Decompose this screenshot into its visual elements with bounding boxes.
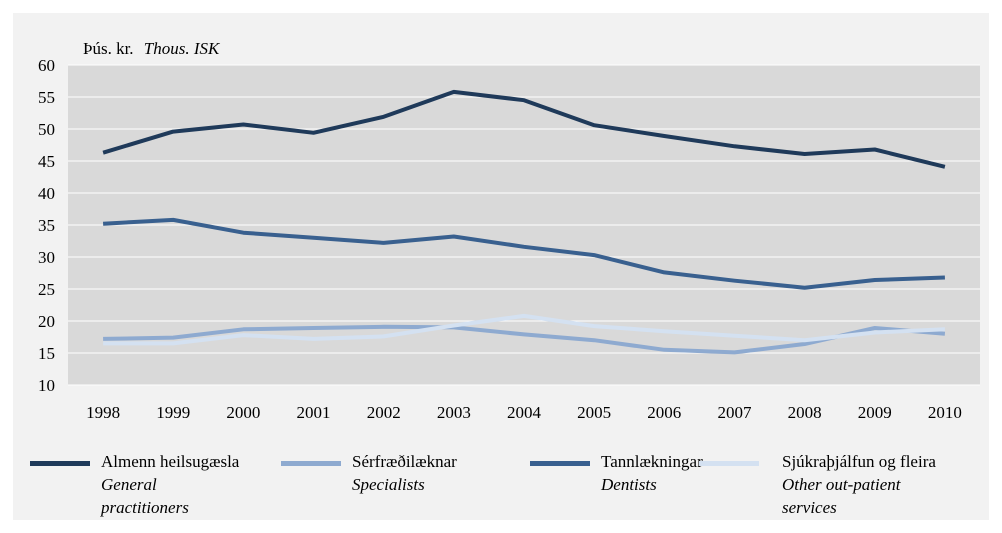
y-axis-unit-en: Thous. ISK (143, 39, 220, 58)
chart-frame: Þús. kr. Thous. ISK 10 15 20 25 30 35 40 45 50 55… (13, 13, 989, 520)
legend-label-is: Tannlækningar (601, 452, 703, 471)
y-tick-label: 20 (38, 312, 55, 331)
x-tick-label: 2005 (577, 403, 611, 422)
x-tick-label: 2003 (437, 403, 471, 422)
y-axis-unit-label: Þús. kr. Thous. ISK (83, 39, 219, 59)
legend-swatch (699, 461, 759, 466)
series-line-3 (103, 313, 945, 346)
x-tick-label: 2004 (507, 403, 542, 422)
x-tick-label: 1999 (156, 403, 190, 422)
legend-label-is: Sjúkraþjálfun og fleira (782, 452, 936, 471)
legend-swatch (530, 461, 590, 466)
x-tick-label: 2001 (297, 403, 331, 422)
x-tick-label: 2006 (647, 403, 681, 422)
x-tick-label: 2002 (367, 403, 401, 422)
series-line-2 (102, 217, 945, 290)
y-tick-label: 25 (38, 280, 55, 299)
legend-label-en: Other out-patient services (782, 475, 901, 517)
y-tick-label: 50 (38, 120, 55, 139)
x-tick-label: 2007 (717, 403, 752, 422)
x-tick-label: 2009 (858, 403, 892, 422)
y-tick-label: 45 (38, 152, 55, 171)
x-tick-label: 2008 (788, 403, 822, 422)
x-tick-label: 2000 (226, 403, 260, 422)
legend-label-en: Dentists (601, 475, 657, 494)
x-tick-label: 1998 (86, 403, 120, 422)
y-tick-label: 15 (38, 344, 55, 363)
y-tick-label: 60 (38, 56, 55, 75)
legend-swatch (30, 461, 90, 466)
y-tick-label: 10 (38, 376, 55, 395)
y-tick-label: 55 (38, 88, 55, 107)
y-tick-label: 35 (38, 216, 55, 235)
legend-label-en: General practitioners (101, 475, 189, 517)
legend-label-is: Sérfræðilæknar (352, 452, 457, 471)
y-tick-label: 40 (38, 184, 55, 203)
series-line-1 (103, 324, 946, 355)
legend-label-is: Almenn heilsugæsla (101, 452, 240, 471)
x-tick-label: 2010 (928, 403, 962, 422)
legend-label-en: Specialists (352, 475, 425, 494)
line-chart: 10 15 20 25 30 35 40 45 50 55 60 1998 1999 2000 2001 20… (38, 56, 980, 422)
legend-swatch (281, 461, 341, 466)
y-axis-unit-is: Þús. kr. (83, 39, 134, 58)
series-line-0 (102, 89, 946, 169)
y-tick-label: 30 (38, 248, 55, 267)
